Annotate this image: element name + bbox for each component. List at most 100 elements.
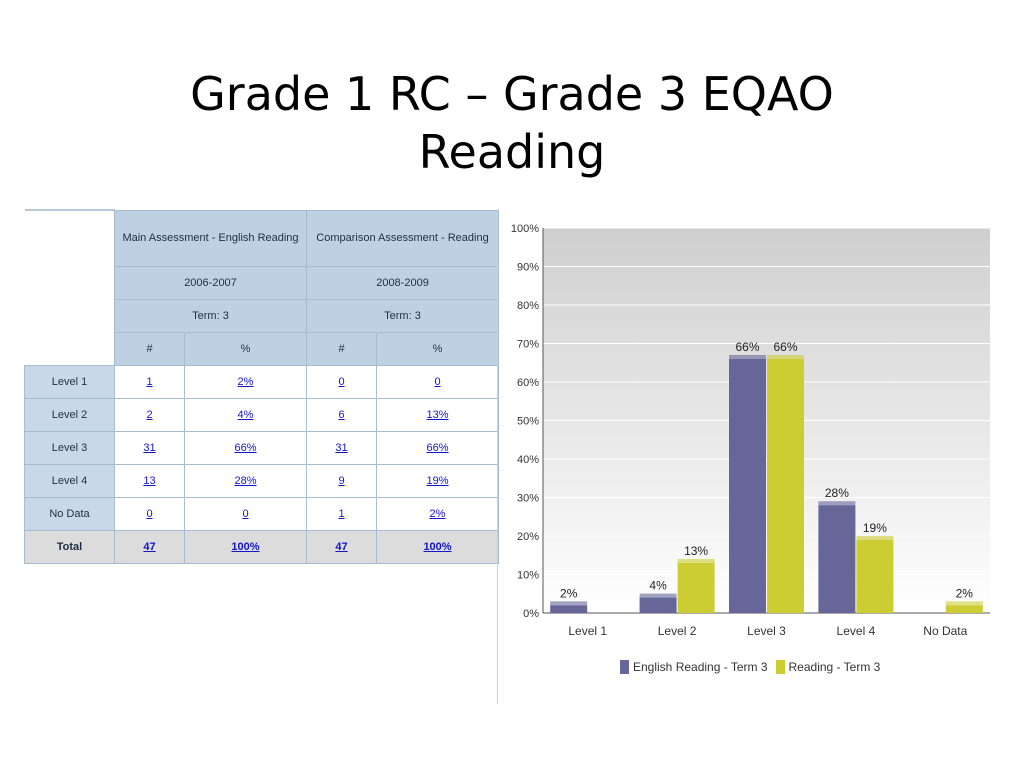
- data-label: 13%: [684, 544, 708, 558]
- bar-top: [729, 354, 766, 359]
- bar-top: [945, 601, 983, 606]
- bar: [856, 539, 894, 613]
- comparison-count-link[interactable]: 0: [338, 375, 345, 388]
- bar: [818, 505, 856, 613]
- y-tick-label: 10%: [517, 570, 539, 582]
- data-label: 2%: [560, 586, 578, 600]
- bar: [767, 358, 804, 613]
- bar-top: [550, 601, 588, 606]
- comparison-percent-link[interactable]: 19%: [426, 474, 449, 487]
- main-percent-link[interactable]: 66%: [234, 441, 257, 454]
- comparison-percent-link[interactable]: 13%: [426, 408, 449, 421]
- legend-item-series-1: English Reading - Term 3: [620, 660, 768, 674]
- x-tick-label: Level 1: [568, 624, 607, 638]
- main-count-link[interactable]: 0: [146, 507, 153, 520]
- chart-svg: 0% 10% 20% 30% 40% 50% 60% 70% 80% 90% 100% Level 1…: [511, 223, 990, 638]
- y-tick-label: 0%: [523, 608, 539, 620]
- data-label: 66%: [773, 340, 797, 354]
- bar-chart: 0% 10% 20% 30% 40% 50% 60% 70% 80% 90% 100% Level 1…: [500, 220, 1020, 690]
- bar: [945, 605, 983, 613]
- x-tick-label: Level 4: [837, 624, 876, 638]
- table-row-total: Total 47 100% 47 100%: [24, 529, 500, 564]
- chart-legend: English Reading - Term 3 Reading - Term …: [620, 660, 880, 674]
- x-tick-label: No Data: [923, 624, 967, 638]
- comparison-year-header: 2008-2009: [305, 265, 500, 300]
- y-tick-label: 90%: [517, 262, 539, 274]
- bar: [550, 605, 588, 613]
- data-label: 28%: [825, 486, 849, 500]
- x-tick-label: Level 2: [658, 624, 697, 638]
- table-row: No Data 0 0 1 2%: [24, 496, 500, 531]
- legend-item-series-2: Reading - Term 3: [775, 660, 881, 674]
- col-header-count: #: [114, 331, 185, 366]
- table-row: Level 4 13 28% 9 19%: [24, 463, 500, 498]
- y-tick-label: 30%: [517, 493, 539, 505]
- data-label: 66%: [735, 340, 759, 354]
- main-percent-link[interactable]: 100%: [231, 540, 260, 553]
- table-row: Level 3 31 66% 31 66%: [24, 430, 500, 465]
- bar: [729, 358, 766, 613]
- main-count-link[interactable]: 13: [143, 474, 156, 487]
- col-header-count: #: [306, 331, 377, 366]
- main-count-link[interactable]: 31: [143, 441, 156, 454]
- row-label: No Data: [24, 496, 115, 531]
- bar-top: [677, 558, 715, 563]
- y-tick-label: 80%: [517, 300, 539, 312]
- legend-label: Reading - Term 3: [788, 660, 881, 674]
- row-label: Level 2: [24, 397, 115, 432]
- main-year-header: 2006-2007: [114, 265, 307, 300]
- main-count-link[interactable]: 1: [146, 375, 153, 388]
- main-term-header: Term: 3: [114, 298, 307, 333]
- comparison-count-link[interactable]: 6: [338, 408, 345, 421]
- row-label: Level 3: [24, 430, 115, 465]
- y-tick-label: 60%: [517, 377, 539, 389]
- comparison-percent-link[interactable]: 0: [434, 375, 441, 388]
- slide-title: Grade 1 RC – Grade 3 EQAO Reading: [0, 65, 1024, 181]
- comparison-count-link[interactable]: 47: [335, 540, 348, 553]
- main-percent-link[interactable]: 0: [242, 507, 249, 520]
- comparison-count-link[interactable]: 31: [335, 441, 348, 454]
- legend-swatch: [775, 660, 785, 674]
- comparison-count-link[interactable]: 9: [338, 474, 345, 487]
- y-tick-label: 50%: [517, 416, 539, 428]
- data-label: 19%: [863, 521, 887, 535]
- data-label: 4%: [649, 579, 667, 593]
- bar-top: [767, 354, 804, 359]
- main-assessment-header: Main Assessment - English Reading: [114, 209, 307, 267]
- comparison-term-header: Term: 3: [305, 298, 500, 333]
- table-row: Level 1 1 2% 0 0: [24, 364, 500, 399]
- row-label: Level 1: [24, 364, 115, 399]
- bar-top: [856, 535, 894, 540]
- x-tick-label: Level 3: [747, 624, 786, 638]
- y-tick-label: 40%: [517, 454, 539, 466]
- table-corner: [24, 209, 115, 365]
- main-count-link[interactable]: 2: [146, 408, 153, 421]
- comparison-count-link[interactable]: 1: [338, 507, 345, 520]
- comparison-percent-link[interactable]: 100%: [423, 540, 452, 553]
- title-line-2: Reading: [418, 124, 606, 179]
- main-percent-link[interactable]: 4%: [237, 408, 254, 421]
- col-header-percent: %: [184, 331, 307, 366]
- bar-top: [639, 593, 677, 598]
- col-header-percent: %: [375, 331, 500, 366]
- bar-top: [818, 501, 856, 506]
- main-percent-link[interactable]: 28%: [234, 474, 257, 487]
- row-label: Level 4: [24, 463, 115, 498]
- comparison-assessment-header: Comparison Assessment - Reading: [305, 209, 500, 267]
- main-count-link[interactable]: 47: [143, 540, 156, 553]
- table-row: Level 2 2 4% 6 13%: [24, 397, 500, 432]
- row-label: Total: [24, 529, 115, 564]
- y-tick-label: 20%: [517, 531, 539, 543]
- bar: [677, 562, 715, 613]
- main-percent-link[interactable]: 2%: [237, 375, 254, 388]
- legend-swatch: [620, 660, 629, 674]
- data-label: 2%: [956, 586, 974, 600]
- y-tick-label: 70%: [517, 339, 539, 351]
- y-tick-label: 100%: [511, 223, 539, 235]
- comparison-percent-link[interactable]: 66%: [426, 441, 449, 454]
- comparison-percent-link[interactable]: 2%: [429, 507, 446, 520]
- title-line-1: Grade 1 RC – Grade 3 EQAO: [190, 66, 834, 121]
- results-table: Main Assessment - English Reading Compar…: [24, 209, 500, 564]
- divider: [497, 209, 498, 704]
- bar: [639, 597, 677, 613]
